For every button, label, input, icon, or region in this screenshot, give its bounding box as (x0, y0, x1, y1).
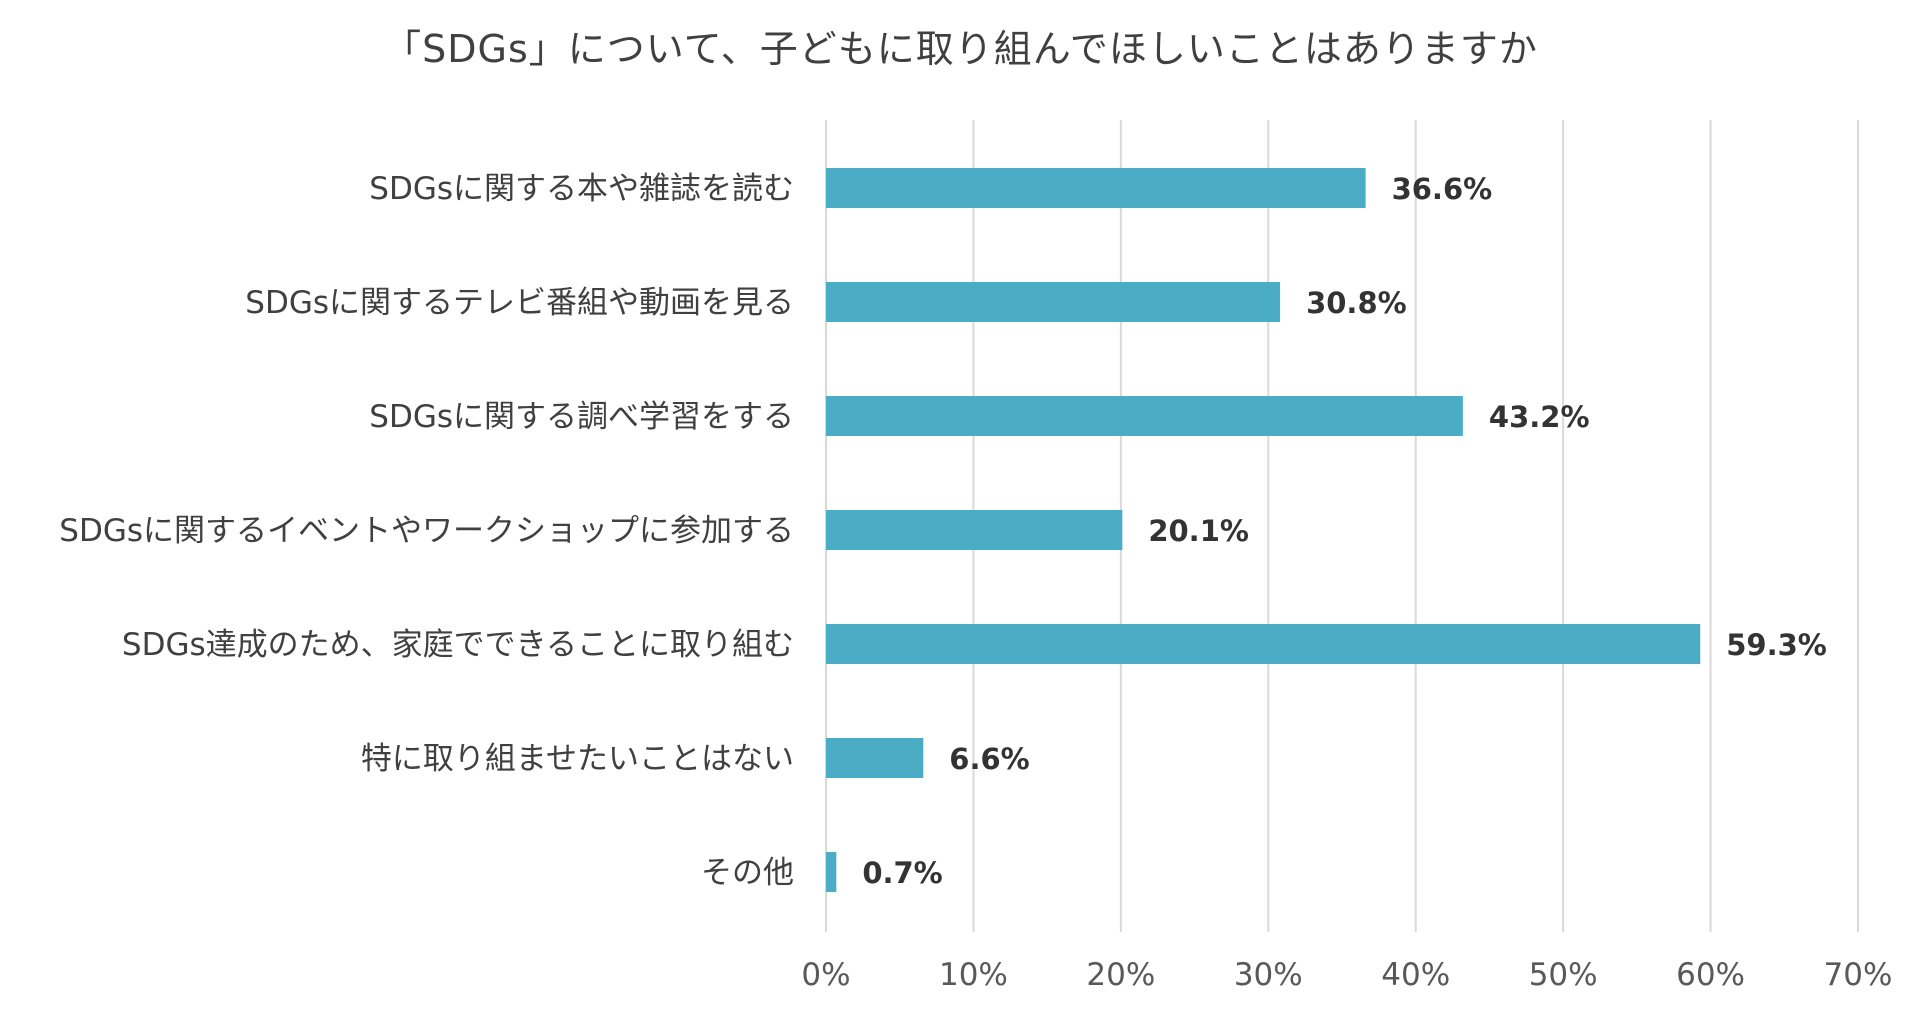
x-tick-label-30: 30% (1234, 957, 1303, 993)
labels: 0% 10% 20% 30% 40% 50% 60% 70% SDGsに関する本や雑誌を読む 36… (59, 171, 1892, 993)
category-label-7: その他 (701, 855, 794, 891)
x-tick-label-10: 10% (939, 957, 1008, 993)
category-label-4: SDGsに関するイベントやワークショップに参加する (59, 513, 794, 549)
bar-3 (826, 396, 1463, 436)
bar-6 (826, 738, 924, 778)
data-label-5: 59.3% (1726, 628, 1827, 662)
x-tick-label-60: 60% (1676, 957, 1745, 993)
x-tick-label-70: 70% (1824, 957, 1893, 993)
data-label-1: 36.6% (1392, 172, 1493, 206)
category-label-6: 特に取り組ませたいことはない (361, 741, 794, 777)
bar-1 (826, 168, 1366, 208)
bar-4 (826, 510, 1123, 550)
data-label-4: 20.1% (1148, 514, 1249, 548)
category-label-5: SDGs達成のため、家庭でできることに取り組む (122, 627, 794, 663)
data-label-7: 0.7% (862, 856, 942, 890)
bar-2 (826, 282, 1281, 322)
category-label-2: SDGsに関するテレビ番組や動画を見る (245, 285, 794, 321)
data-label-3: 43.2% (1489, 400, 1590, 434)
x-tick-label-50: 50% (1529, 957, 1598, 993)
chart-title: 「SDGs」について、子どもに取り組んでほしいことはありますか (383, 27, 1538, 71)
x-tick-label-0: 0% (801, 957, 850, 993)
bar-7 (826, 852, 837, 892)
data-label-6: 6.6% (949, 742, 1029, 776)
bars (826, 168, 1701, 892)
data-label-2: 30.8% (1306, 286, 1407, 320)
category-label-3: SDGsに関する調べ学習をする (369, 399, 794, 435)
category-label-1: SDGsに関する本や雑誌を読む (369, 171, 794, 207)
x-tick-label-20: 20% (1086, 957, 1155, 993)
bar-5 (826, 624, 1701, 664)
x-tick-label-40: 40% (1381, 957, 1450, 993)
